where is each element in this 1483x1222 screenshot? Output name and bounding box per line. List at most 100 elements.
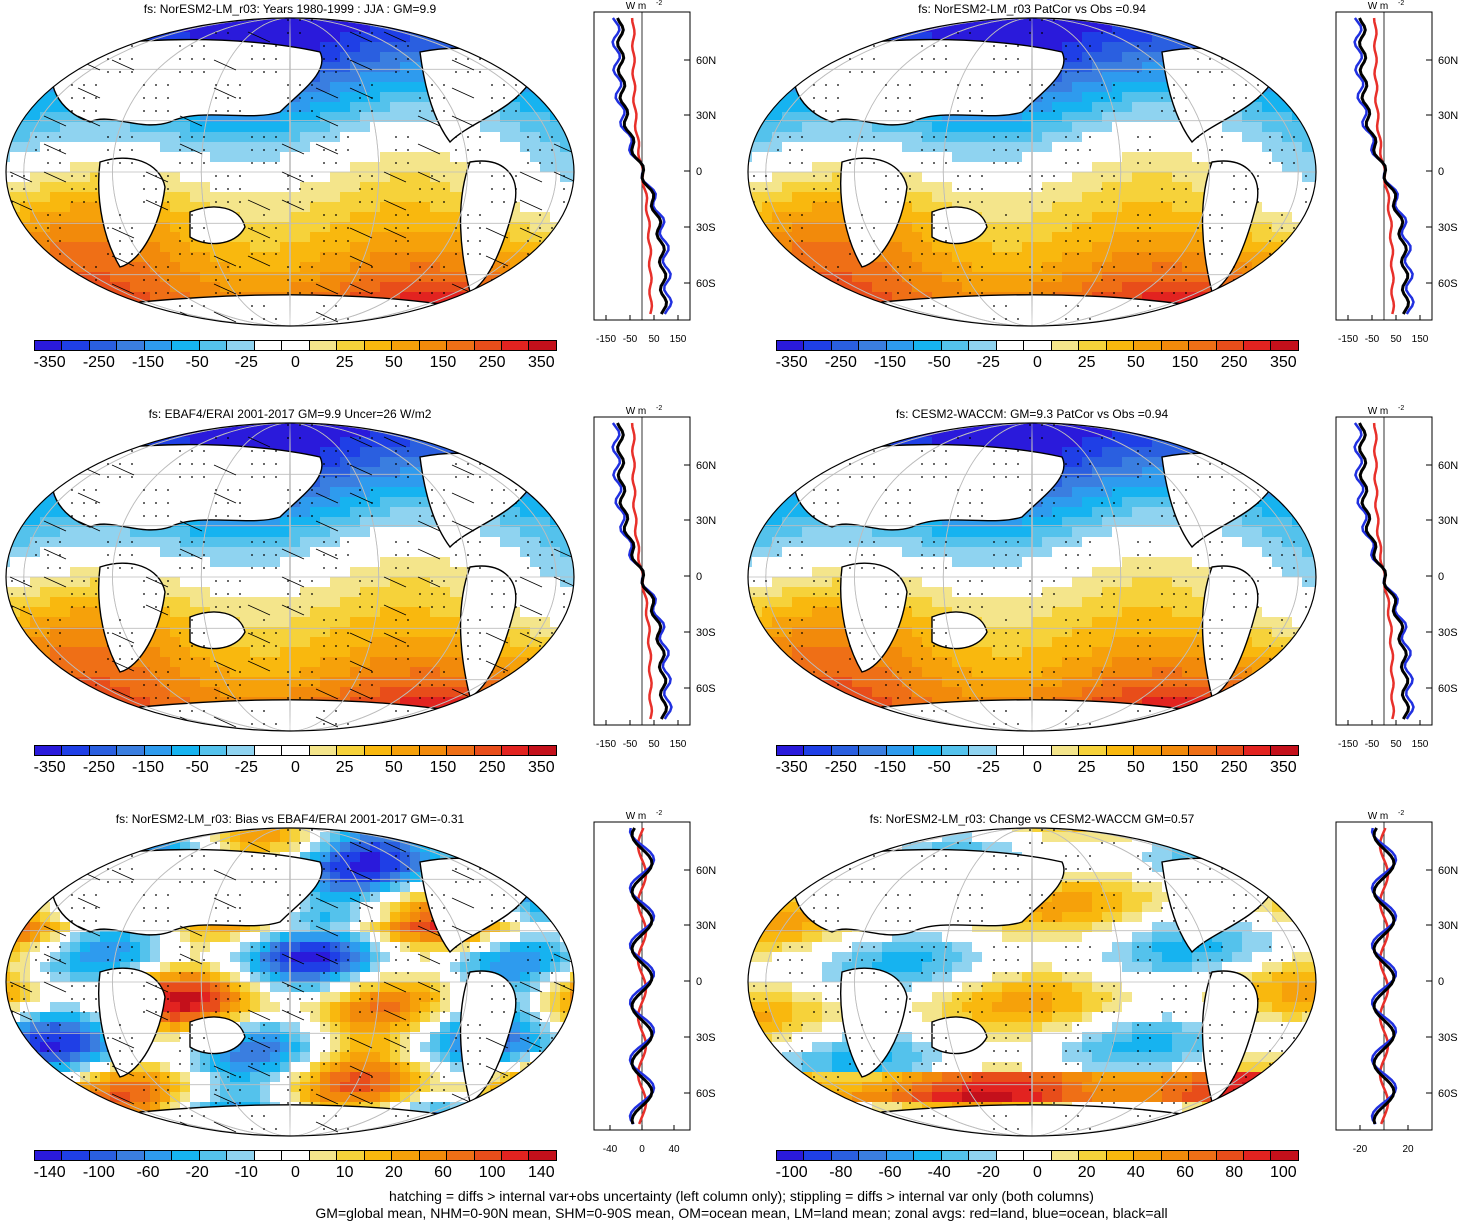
- colorbar-box: [420, 746, 447, 755]
- profile-lat-tick: 60S: [1438, 278, 1458, 290]
- colorbar-label: 0: [291, 354, 300, 372]
- colorbar-label: -250: [83, 354, 115, 372]
- profile-unit: W m: [1368, 1, 1389, 12]
- colorbar-box: [255, 341, 282, 350]
- colorbar-box: [1217, 1151, 1244, 1160]
- colorbar-box: [1107, 1151, 1134, 1160]
- profile-unit-exponent: -2: [1398, 405, 1404, 412]
- profile-lat-tick: 60S: [696, 1088, 716, 1100]
- colorbar-box: [365, 1151, 392, 1160]
- colorbar-box: [914, 1151, 941, 1160]
- colorbar-box: [90, 1151, 117, 1160]
- profile-x-tick: 150: [1412, 739, 1429, 750]
- colorbar-label: 0: [1033, 354, 1042, 372]
- profile-lat-tick: 30S: [1438, 222, 1458, 234]
- colorbar-label: -150: [874, 354, 906, 372]
- footer-line-definitions: GM=global mean, NHM=0-90N mean, SHM=0-90…: [0, 1205, 1483, 1222]
- colorbar-box: [1271, 1151, 1297, 1160]
- colorbar-box: [859, 341, 886, 350]
- profile-lat-tick: 30S: [696, 222, 716, 234]
- colorbar-box: [1244, 746, 1271, 755]
- colorbar-box: [475, 341, 502, 350]
- colorbar-box: [475, 746, 502, 755]
- panel-5: fs: NorESM2-LM_r03: Bias vs EBAF4/ERAI 2…: [0, 810, 741, 1215]
- profile-x-tick: 20: [1402, 1144, 1414, 1155]
- colorbar-label: 150: [1172, 759, 1199, 777]
- colorbar-label: 250: [1221, 759, 1248, 777]
- colorbar-box: [1271, 746, 1297, 755]
- colorbar-box: [1079, 341, 1106, 350]
- colorbar-label: 150: [430, 759, 457, 777]
- colorbar-box: [887, 746, 914, 755]
- profile-lat-tick: 30S: [1438, 627, 1458, 639]
- colorbar-box: [529, 341, 555, 350]
- profile-x-tick: 0: [639, 1144, 645, 1155]
- profile-lat-tick: 30S: [696, 627, 716, 639]
- profile-x-tick: 150: [670, 334, 687, 345]
- colorbar-box: [1024, 341, 1051, 350]
- colorbar-box: [1107, 746, 1134, 755]
- colorbar-box: [172, 341, 199, 350]
- colorbar-label: 0: [291, 759, 300, 777]
- colorbar-box: [1244, 341, 1271, 350]
- colorbar-label: -350: [776, 759, 808, 777]
- colorbar-box: [172, 1151, 199, 1160]
- colorbar-label: -250: [825, 354, 857, 372]
- profile-x-tick: 150: [1412, 334, 1429, 345]
- colorbar-label: -80: [829, 1164, 852, 1182]
- colorbar-box: [777, 746, 804, 755]
- profile-x-tick: -50: [623, 739, 638, 750]
- colorbar-label: 0: [291, 1164, 300, 1182]
- colorbar-box: [969, 341, 996, 350]
- colorbar-box: [392, 1151, 419, 1160]
- profile-x-tick: -50: [1365, 739, 1380, 750]
- colorbar-label: 350: [528, 759, 555, 777]
- profile-unit: W m: [626, 811, 647, 822]
- profile-lat-tick: 0: [1438, 571, 1444, 583]
- profile-x-tick: 150: [670, 739, 687, 750]
- colorbar-box: [1134, 341, 1161, 350]
- colorbar-label: 100: [1270, 1164, 1297, 1182]
- colorbar-box: [90, 746, 117, 755]
- colorbar-label: 40: [1127, 1164, 1145, 1182]
- colorbar-box: [997, 746, 1024, 755]
- colorbar-label: 10: [336, 1164, 354, 1182]
- panel-1: fs: NorESM2-LM_r03: Years 1980-1999 : JJ…: [0, 0, 741, 405]
- colorbar-label: -150: [874, 759, 906, 777]
- colorbar-box: [1189, 1151, 1216, 1160]
- colorbar-box: [502, 746, 529, 755]
- colorbar-label: 60: [1176, 1164, 1194, 1182]
- colorbar-box: [942, 1151, 969, 1160]
- colorbar-box: [1162, 341, 1189, 350]
- colorbar-label: -25: [235, 759, 258, 777]
- colorbar-box: [172, 746, 199, 755]
- colorbar-box: [282, 746, 309, 755]
- profile-x-tick: 40: [668, 1144, 680, 1155]
- colorbar-box: [365, 341, 392, 350]
- profile-lat-tick: 30N: [1438, 515, 1458, 527]
- colorbar-label: -100: [776, 1164, 808, 1182]
- colorbar-label: -25: [235, 354, 258, 372]
- profile-x-tick: 50: [648, 739, 660, 750]
- profile-x-tick: -20: [1353, 1144, 1368, 1155]
- colorbar-box: [282, 1151, 309, 1160]
- colorbar-box: [227, 341, 254, 350]
- world-map: [0, 12, 580, 332]
- colorbar-label: 0: [1033, 759, 1042, 777]
- colorbar-box: [1107, 341, 1134, 350]
- profile-lat-tick: 30N: [1438, 110, 1458, 122]
- profile-unit: W m: [626, 1, 647, 12]
- colorbar-label: 25: [1078, 759, 1096, 777]
- colorbar-box: [914, 746, 941, 755]
- colorbar-box: [117, 746, 144, 755]
- colorbar-label: -150: [132, 354, 164, 372]
- profile-x-tick: -150: [1338, 739, 1358, 750]
- colorbar-label: 250: [1221, 354, 1248, 372]
